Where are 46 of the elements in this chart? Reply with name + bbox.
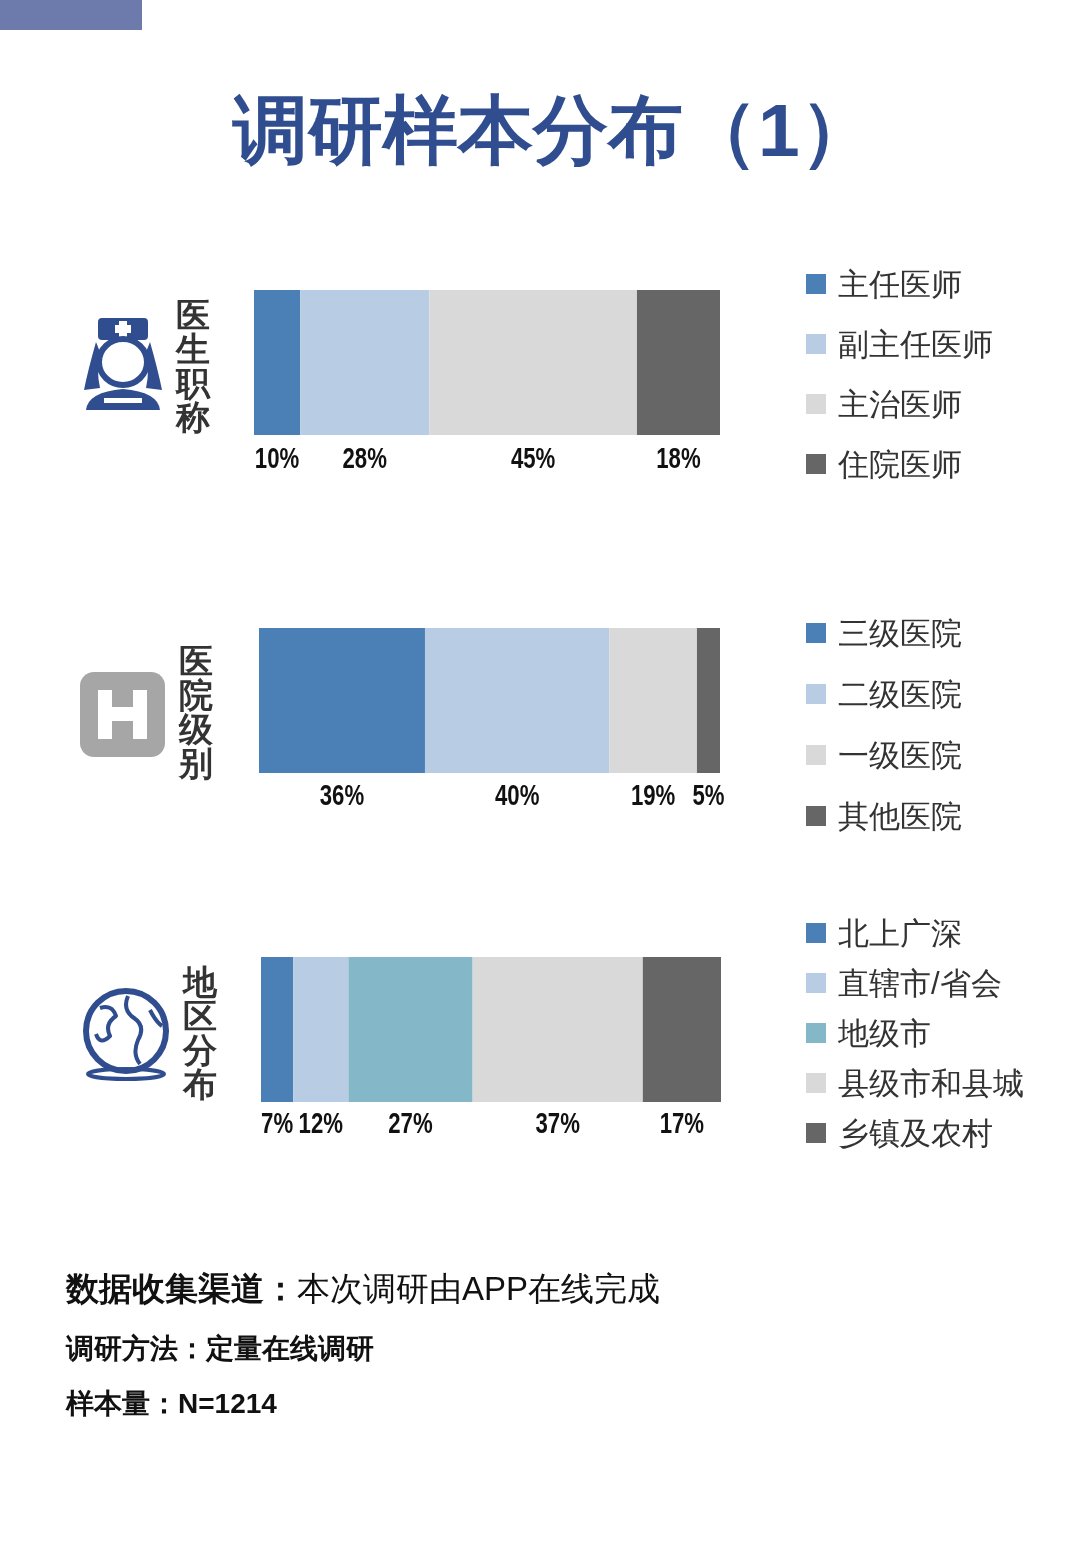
bar — [636, 290, 720, 435]
data-label: 45% — [510, 440, 556, 475]
text: 数据收集渠道：本次调研由APP在线完成 — [65, 1270, 661, 1307]
data-label: 28% — [342, 440, 387, 475]
data-label: 12% — [298, 1105, 344, 1140]
legend-label: 副主任医师 — [838, 326, 993, 362]
bar — [259, 628, 425, 773]
data-label: 7% — [261, 1105, 294, 1140]
y-tick-label: 医生职称 — [175, 295, 211, 436]
legend-label: 乡镇及农村 — [838, 1115, 993, 1151]
y-tick-label: 医院级别 — [178, 641, 214, 782]
legend-label: 县级市和县城 — [838, 1065, 1024, 1101]
bar — [293, 957, 349, 1102]
text: 调研方法：定量在线调研 — [65, 1333, 374, 1364]
bar — [472, 957, 643, 1102]
legend-label: 直辖市/省会 — [838, 965, 1002, 1001]
bar — [429, 290, 637, 435]
legend-label: 地级市 — [837, 1015, 931, 1051]
legend-label: 其他医院 — [838, 798, 962, 834]
legend-label: 主任医师 — [838, 266, 962, 302]
bar — [642, 957, 721, 1102]
data-label: 27% — [388, 1105, 433, 1140]
bar — [254, 290, 301, 435]
bar — [696, 628, 720, 773]
data-label: 36% — [319, 777, 365, 812]
text: 样本量：N=1214 — [65, 1388, 278, 1419]
data-label: 40% — [494, 777, 540, 812]
legend-label: 主治医师 — [838, 386, 962, 422]
data-label: 5% — [692, 777, 725, 812]
data-label: 10% — [254, 440, 300, 475]
legend-label: 二级医院 — [838, 676, 962, 712]
bar — [348, 957, 473, 1102]
legend-label: 住院医师 — [837, 446, 962, 482]
legend-label: 一级医院 — [838, 737, 962, 773]
y-tick-label: 地区分布 — [181, 962, 218, 1103]
data-label: 17% — [659, 1105, 705, 1140]
bar — [261, 957, 294, 1102]
chart-title: 调研样本分布（1） — [232, 88, 875, 172]
bar — [300, 290, 430, 435]
data-label: 37% — [535, 1105, 580, 1140]
legend-label: 三级医院 — [838, 615, 962, 651]
data-label: 18% — [656, 440, 701, 475]
bar — [424, 628, 610, 773]
legend-label: 北上广深 — [838, 915, 962, 951]
data-label: 19% — [630, 777, 676, 812]
bar — [609, 628, 697, 773]
